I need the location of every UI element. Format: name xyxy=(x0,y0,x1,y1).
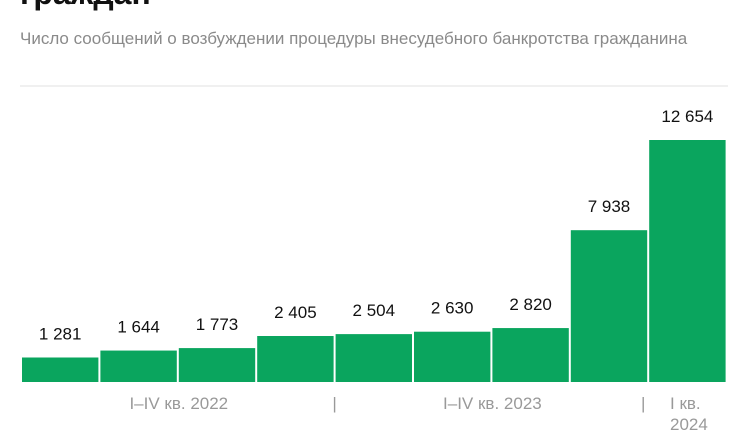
x-group-label: I–IV кв. 2022 xyxy=(129,394,229,413)
value-label: 1 644 xyxy=(117,318,160,337)
value-label: 2 405 xyxy=(274,303,317,322)
bar xyxy=(100,350,177,382)
x-group-label: I кв. 2024 xyxy=(670,394,708,430)
value-label: 1 281 xyxy=(39,325,82,344)
x-group-label: I–IV кв. 2023 xyxy=(443,394,542,413)
bar xyxy=(178,348,256,382)
x-separator: | xyxy=(640,394,646,413)
value-label: 7 938 xyxy=(588,197,631,216)
bar xyxy=(570,230,648,382)
value-label: 12 654 xyxy=(661,107,713,126)
bar xyxy=(335,334,412,382)
chart-subtitle: Число сообщений о возбуждении процедуры … xyxy=(20,29,688,48)
value-label: 2 504 xyxy=(353,301,396,320)
bar xyxy=(414,331,491,382)
value-label: 2 820 xyxy=(509,295,552,314)
subtitle-box: Число сообщений о возбуждении процедуры … xyxy=(20,29,688,48)
value-label: 1 773 xyxy=(196,315,239,334)
x-separator: | xyxy=(332,394,337,413)
bar xyxy=(649,140,726,382)
value-label: 2 630 xyxy=(431,299,474,318)
bar xyxy=(257,336,334,382)
chart-title: граждан xyxy=(20,0,151,11)
bar xyxy=(22,357,99,382)
bar xyxy=(492,328,569,382)
